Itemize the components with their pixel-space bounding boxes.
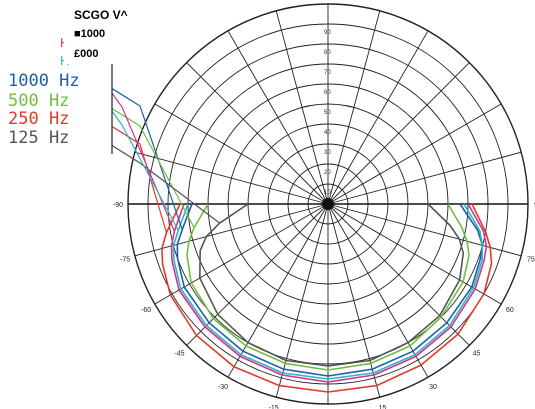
grid-spoke bbox=[186, 203, 329, 346]
grid-spoke bbox=[275, 203, 329, 398]
radial-tick-label: 40 bbox=[324, 130, 331, 136]
grid-spoke bbox=[327, 203, 429, 378]
legend-leader bbox=[99, 137, 221, 224]
radial-tick-label: 20 bbox=[324, 170, 331, 176]
grid-spoke bbox=[275, 10, 329, 205]
header-title: SCGO V^ bbox=[74, 8, 128, 22]
grid-spoke bbox=[327, 103, 502, 205]
grid-spoke bbox=[327, 151, 522, 205]
angle-tick-label: 45 bbox=[473, 350, 481, 357]
grid-spoke bbox=[327, 10, 381, 205]
grid-spoke bbox=[327, 203, 470, 346]
grid-spoke bbox=[327, 62, 470, 205]
radial-tick-label: 70 bbox=[324, 70, 331, 76]
polar-grid bbox=[127, 3, 529, 405]
grid-spoke bbox=[327, 30, 429, 205]
angle-tick-label: -45 bbox=[174, 350, 184, 357]
header-line-2: £000 bbox=[74, 48, 99, 60]
series-line bbox=[176, 203, 484, 377]
legend-entry: 1000 Hz bbox=[8, 71, 80, 91]
series-line bbox=[170, 203, 488, 383]
legend-leader bbox=[99, 100, 195, 228]
grid-spoke bbox=[154, 103, 329, 205]
radial-tick-label: 10 bbox=[324, 190, 331, 196]
legend-leader bbox=[99, 80, 183, 230]
header-line-1: ■1000 bbox=[74, 28, 106, 40]
radial-tick-label: 90 bbox=[324, 30, 331, 36]
grid-spoke bbox=[327, 203, 381, 398]
radial-tick-label: 30 bbox=[324, 150, 331, 156]
grid-spoke bbox=[327, 203, 522, 257]
grid-spoke bbox=[227, 203, 329, 378]
center-hub bbox=[322, 198, 334, 210]
legend-entry: 250 Hz bbox=[8, 109, 69, 129]
angle-tick-label: -75 bbox=[120, 256, 130, 263]
angle-tick-labels: -90-75-60-45-30-15907560453015 bbox=[113, 202, 535, 409]
grid-spoke bbox=[134, 203, 329, 257]
angle-tick-label: -90 bbox=[113, 202, 123, 209]
angle-tick-label: 15 bbox=[378, 405, 386, 409]
series-line bbox=[172, 203, 484, 380]
grid-spoke bbox=[134, 151, 329, 205]
legend-leader bbox=[99, 118, 168, 233]
radial-tick-label: 80 bbox=[324, 50, 331, 56]
legend-entry: 125 Hz bbox=[8, 128, 69, 148]
series-line bbox=[186, 203, 470, 371]
series-line bbox=[161, 203, 493, 393]
header-box: SCGO V^ ■1000 £000 bbox=[64, 2, 128, 64]
radial-tick-label: 50 bbox=[324, 110, 331, 116]
legend-entry: 500 Hz bbox=[8, 91, 69, 111]
series-curves bbox=[161, 203, 493, 393]
radial-tick-labels: 90 80 70 60 50 40 30 20 10 bbox=[324, 30, 331, 196]
radial-tick-label: 60 bbox=[324, 90, 331, 96]
grid-spoke bbox=[186, 62, 329, 205]
angle-tick-label: 30 bbox=[429, 384, 437, 391]
legend-panel bbox=[0, 64, 112, 154]
angle-tick-label: -30 bbox=[218, 384, 228, 391]
angle-tick-label: -60 bbox=[141, 307, 151, 314]
angle-tick-label: 60 bbox=[506, 307, 514, 314]
angle-tick-label: -15 bbox=[269, 405, 279, 409]
angle-tick-label: 75 bbox=[527, 256, 535, 263]
grid-spoke bbox=[227, 30, 329, 205]
series-line bbox=[199, 203, 465, 367]
